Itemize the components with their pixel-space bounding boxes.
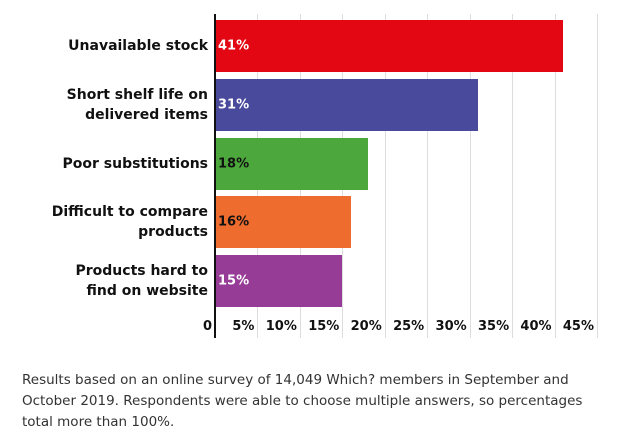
value-label: 16% — [218, 214, 250, 230]
grid-line — [469, 14, 471, 338]
category-label: Poor substitutions — [62, 155, 209, 172]
grid-line — [597, 14, 598, 338]
bar — [216, 255, 343, 308]
bar — [216, 196, 351, 249]
category-label: Difficult to compare products — [51, 204, 208, 241]
value-label: 31% — [218, 97, 250, 113]
x-tick-label: 0 — [202, 319, 212, 334]
x-tick-label: 35% — [477, 319, 510, 334]
grid-line — [427, 14, 429, 338]
bar — [216, 78, 479, 131]
x-tick-label: 5% — [232, 319, 255, 334]
x-tick-label: 25% — [393, 319, 425, 334]
grid-line — [384, 14, 386, 338]
x-tick-label: 40% — [520, 319, 552, 334]
value-label: 41% — [218, 38, 250, 54]
category-label: Unavailable stock — [68, 37, 208, 54]
bar — [216, 19, 564, 72]
grid-line — [554, 14, 556, 338]
x-tick-label: 20% — [350, 319, 382, 334]
x-tick-label: 10% — [265, 319, 297, 334]
footnote: Results based on an online survey of 14,… — [22, 372, 583, 430]
bar — [216, 137, 368, 190]
value-label: 18% — [218, 156, 250, 171]
x-tick-label: 30% — [435, 319, 467, 334]
category-label: Products hard to find on website — [75, 263, 209, 300]
y-axis — [214, 14, 216, 338]
category-label: Short shelf life on delivered items — [66, 86, 208, 123]
grid-line — [512, 14, 514, 338]
value-label: 15% — [218, 273, 250, 289]
x-tick-label: 45% — [562, 319, 594, 334]
x-tick-label: 15% — [308, 319, 340, 334]
